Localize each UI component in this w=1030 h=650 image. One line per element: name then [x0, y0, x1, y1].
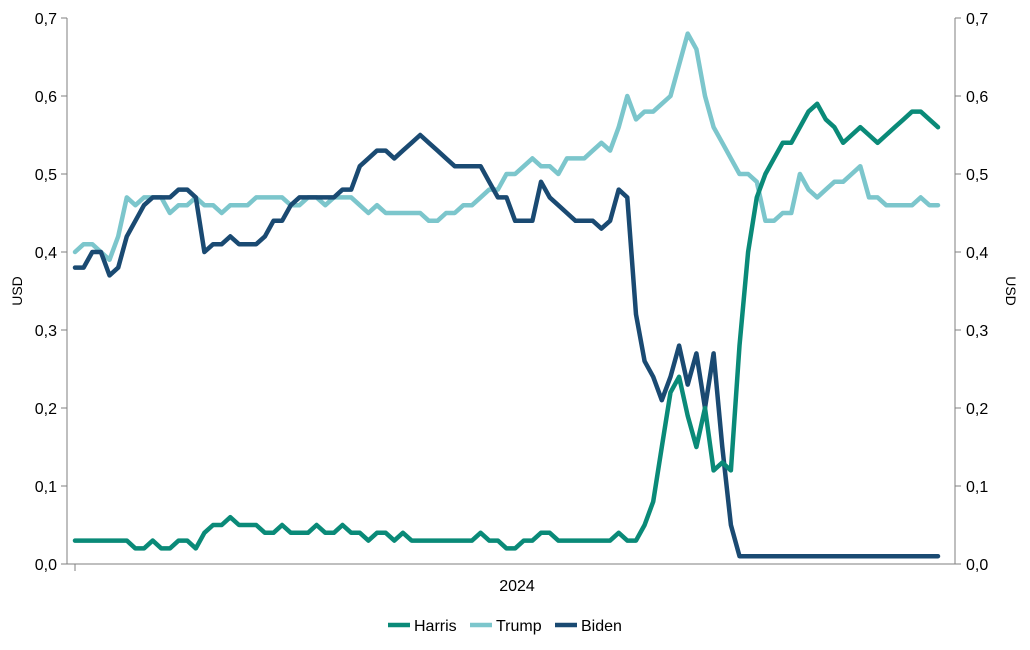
left-y-tick-label: 0,0 [35, 557, 57, 574]
right-y-tick-label: 0,4 [966, 245, 988, 262]
left-y-axis-title: USD [9, 276, 25, 306]
right-y-tick-label: 0,1 [966, 479, 988, 496]
series-line-harris [72, 101, 941, 551]
left-y-tick-label: 0,7 [35, 11, 57, 28]
legend-label-harris: Harris [414, 618, 457, 635]
right-y-tick-label: 0,6 [966, 89, 988, 106]
legend-label-biden: Biden [581, 618, 622, 635]
left-y-tick-label: 0,4 [35, 245, 57, 262]
right-y-axis-title: USD [1003, 276, 1019, 306]
right-y-tick-label: 0,2 [966, 401, 988, 418]
legend-label-trump: Trump [496, 618, 542, 635]
series-lines [72, 31, 941, 559]
right-y-tick-label: 0,5 [966, 167, 988, 184]
x-tick-label: 2024 [499, 578, 535, 595]
series-line-trump [72, 31, 941, 263]
series-line-biden [72, 132, 941, 559]
left-y-tick-label: 0,3 [35, 323, 57, 340]
left-y-tick-label: 0,2 [35, 401, 57, 418]
x-ticks: 2024 [74, 564, 535, 595]
left-y-tick-label: 0,1 [35, 479, 57, 496]
right-y-tick-label: 0,7 [966, 11, 988, 28]
right-y-tick-label: 0,0 [966, 557, 988, 574]
legend: Harris Trump Biden [388, 618, 622, 635]
left-y-tick-label: 0,5 [35, 167, 57, 184]
left-y-tick-label: 0,6 [35, 89, 57, 106]
y-ticks: 0,0 0,0 0,1 0,1 0,2 0,2 0,3 0,3 0,4 0,4 0,5 0,5 0,6 0… [35, 11, 989, 574]
right-y-tick-label: 0,3 [966, 323, 988, 340]
